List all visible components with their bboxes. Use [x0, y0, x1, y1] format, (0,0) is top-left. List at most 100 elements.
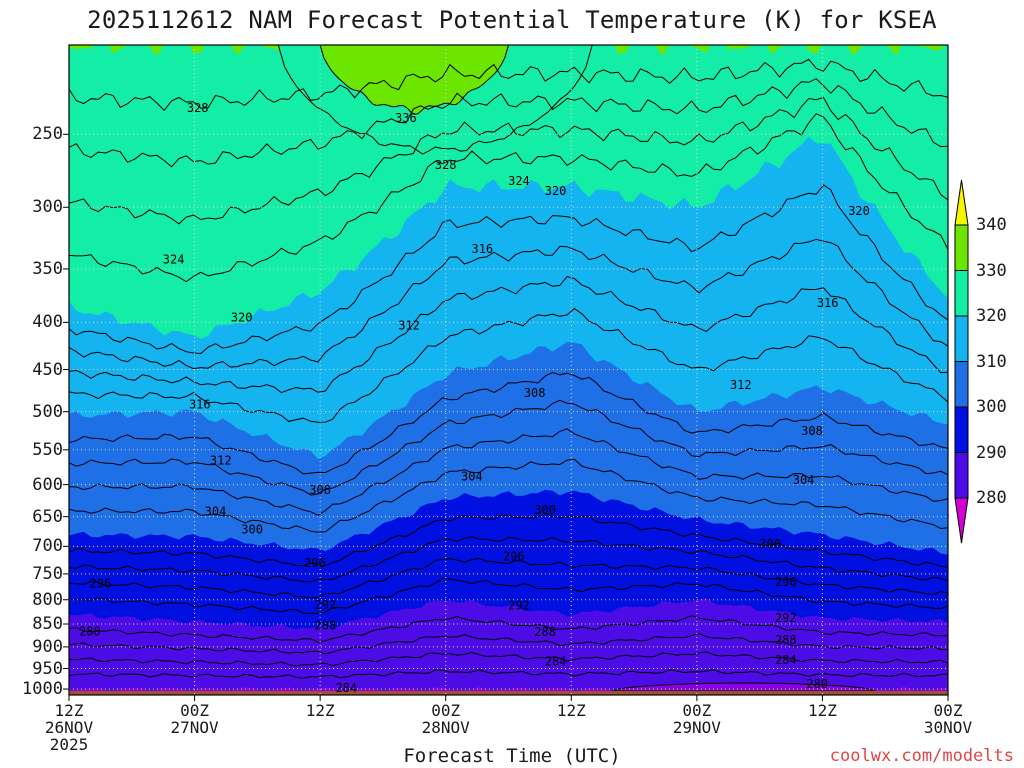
- x-tick-line: 12Z: [305, 701, 335, 720]
- isentrope-306: [69, 399, 948, 496]
- contour-labels: 328 336 328 324 320 320 316 324 316 320 312 312 308 3…: [79, 101, 870, 695]
- contour-label: 296: [775, 575, 797, 589]
- x-tick-label: 12Z: [777, 702, 867, 719]
- x-tick-line: 12Z: [54, 701, 84, 720]
- isentrope-308: [69, 371, 948, 475]
- colorbar-label: 300: [976, 397, 1007, 417]
- colorbar-cell-0: [954, 224, 969, 271]
- contour-label: 280: [806, 677, 828, 691]
- contour-label: 304: [793, 473, 815, 487]
- colorbar-extend-top: [954, 179, 969, 226]
- isentrope-328: [69, 58, 948, 112]
- colorbar-label: 310: [976, 351, 1007, 372]
- colorbar-cell-5: [954, 452, 969, 499]
- colorbar-cell-4: [954, 406, 969, 453]
- contour-label: 296: [304, 556, 326, 570]
- y-tick-label: 900: [32, 636, 63, 657]
- contour-label: 288: [534, 625, 556, 639]
- contour-label: 320: [545, 184, 567, 198]
- x-tick-label: 12Z 26NOV 2025: [24, 702, 114, 753]
- y-tick-label: 350: [32, 258, 63, 279]
- isentrope-lines: [69, 58, 948, 679]
- isentrope-304: [69, 428, 948, 516]
- y-tick-label: 650: [32, 506, 63, 527]
- contour-label: 320: [848, 204, 870, 218]
- y-tick-label: 500: [32, 401, 63, 422]
- contour-label: 324: [508, 174, 530, 188]
- y-tick-label: 450: [32, 359, 63, 380]
- isentrope-324: [69, 96, 948, 225]
- y-tick-label: 1000: [22, 679, 63, 700]
- x-tick-label: 00Z 29NOV: [652, 702, 742, 736]
- contour-label: 316: [817, 296, 839, 310]
- y-tick-label: 400: [32, 312, 63, 333]
- x-tick-line: 27NOV: [170, 718, 219, 737]
- contour-label: 312: [398, 318, 420, 332]
- isentrope-286: [69, 632, 948, 655]
- x-tick-label: 00Z 28NOV: [401, 702, 491, 736]
- contour-label: 284: [335, 681, 357, 695]
- x-tick-label: 00Z 30NOV: [903, 702, 993, 736]
- x-tick-line: 00Z: [933, 701, 963, 720]
- contour-label: 300: [534, 503, 556, 517]
- colorbar-label: 330: [976, 260, 1007, 281]
- colorbar-label: 280: [976, 488, 1007, 508]
- chart-title: 2025112612 NAM Forecast Potential Temper…: [87, 6, 937, 34]
- x-tick-label: 00Z 27NOV: [150, 702, 240, 736]
- colorbar-label: 290: [976, 442, 1007, 463]
- x-tick-line: 29NOV: [672, 718, 721, 737]
- contour-label: 304: [205, 505, 227, 519]
- isentrope-294: [69, 557, 948, 599]
- x-tick-line: 26NOV: [44, 718, 94, 737]
- isentrope-318: [69, 184, 948, 355]
- isentrope-326: [69, 78, 948, 168]
- tick-marks: [63, 133, 949, 701]
- x-tick-line: 12Z: [807, 701, 837, 720]
- contour-label: 336: [395, 111, 417, 125]
- contour-label: 316: [189, 397, 211, 411]
- contour-label: 292: [315, 598, 337, 612]
- isentrope-284: [69, 651, 948, 667]
- contour-label: 316: [471, 242, 493, 256]
- contour-label: 312: [730, 378, 752, 392]
- y-tick-label: 750: [32, 563, 63, 584]
- y-tick-label: 800: [32, 589, 63, 610]
- contour-label: 284: [545, 654, 567, 668]
- contour-label: 308: [801, 424, 823, 438]
- x-tick-line: 00Z: [431, 701, 461, 720]
- contour-label: 288: [79, 624, 101, 638]
- contour-label: 292: [775, 611, 797, 625]
- colorbar-label: 340: [976, 215, 1007, 235]
- contour-label: 288: [315, 618, 337, 632]
- contour-label: 284: [775, 653, 797, 667]
- y-tick-label: 850: [32, 614, 63, 634]
- plot-area: [69, 45, 948, 695]
- isentrope-302: [69, 458, 948, 533]
- isentrope-282: [69, 669, 948, 679]
- y-tick-label: 600: [32, 474, 63, 495]
- colorbar-label: 320: [976, 306, 1007, 326]
- colorbar: [954, 179, 969, 544]
- contour-label: 300: [759, 537, 781, 551]
- colorbar-extend-bottom: [954, 497, 969, 544]
- grid-lines: [68, 45, 949, 695]
- contour-label: 296: [90, 576, 112, 590]
- y-tick-label: 550: [32, 439, 63, 460]
- contour-label: 308: [309, 483, 331, 497]
- x-axis-label: Forecast Time (UTC): [403, 745, 621, 767]
- isentrope-288: [69, 615, 948, 643]
- band-fill-330: [69, 45, 948, 56]
- y-tick-label: 300: [32, 197, 63, 218]
- x-tick-line: 00Z: [180, 701, 210, 720]
- band-fill-320: [69, 45, 948, 339]
- isentrope-314: [69, 276, 948, 394]
- y-tick-label: 950: [32, 658, 63, 679]
- contour-label: 312: [210, 454, 232, 468]
- isentrope-316: [69, 238, 948, 370]
- isentrope-322: [69, 113, 948, 283]
- contour-label: 300: [241, 522, 263, 536]
- x-tick-line: 28NOV: [421, 718, 470, 737]
- isentrope-296: [69, 536, 948, 583]
- y-tick-label: 250: [32, 124, 63, 145]
